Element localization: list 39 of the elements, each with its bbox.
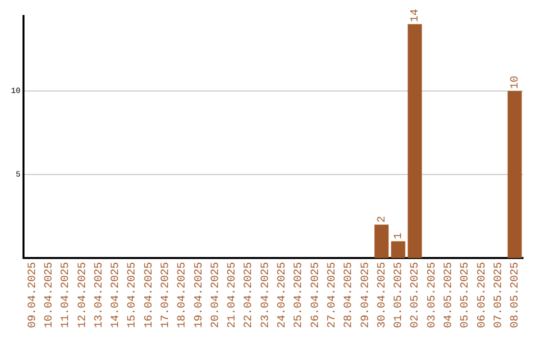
data-label: 10	[510, 76, 522, 89]
x-tick-label: 02.05.2025	[410, 262, 422, 328]
x-tick-label: 21.04.2025	[226, 262, 239, 328]
x-tick-label: 05.05.2025	[460, 262, 472, 328]
x-tick-label: 19.04.2025	[193, 262, 206, 328]
x-tick-label: 14.04.2025	[110, 262, 122, 328]
x-tick-label: 03.05.2025	[426, 262, 438, 328]
x-tick-label: 28.04.2025	[343, 262, 356, 328]
data-label: 14	[410, 8, 422, 22]
x-tick-label: 13.04.2025	[93, 262, 106, 328]
x-tick-label: 07.05.2025	[492, 262, 505, 328]
x-tick-label: 29.04.2025	[360, 262, 372, 328]
data-label: 2	[376, 216, 388, 223]
y-tick-label: 5	[16, 170, 21, 180]
bar	[508, 90, 522, 258]
x-tick-label: 04.05.2025	[443, 262, 456, 328]
x-tick-label: 06.05.2025	[476, 262, 488, 328]
data-label: 1	[393, 232, 406, 240]
x-tick-label: 20.04.2025	[210, 262, 222, 328]
x-tick-label: 08.05.2025	[510, 262, 522, 328]
bar	[391, 241, 406, 258]
x-tick-label: 18.04.2025	[176, 262, 189, 328]
x-tick-label: 25.04.2025	[293, 262, 306, 328]
x-tick-label: 11.04.2025	[60, 262, 72, 328]
x-tick-label: 12.04.2025	[76, 262, 89, 328]
bar	[408, 24, 422, 258]
x-tick-label: 01.05.2025	[393, 262, 406, 328]
x-tick-label: 23.04.2025	[260, 262, 272, 328]
x-tick-label: 16.04.2025	[143, 262, 156, 328]
x-tick-label: 09.04.2025	[26, 262, 39, 328]
x-tick-label: 26.04.2025	[310, 262, 322, 328]
x-tick-label: 22.04.2025	[243, 262, 256, 328]
x-tick-label: 17.04.2025	[160, 262, 172, 328]
x-tick-label: 27.04.2025	[326, 262, 338, 328]
x-tick-label: 30.04.2025	[376, 262, 388, 328]
bar	[374, 224, 389, 258]
x-tick-label: 10.04.2025	[43, 262, 56, 328]
x-tick-label: 15.04.2025	[126, 262, 139, 328]
x-tick-label: 24.04.2025	[276, 262, 289, 328]
